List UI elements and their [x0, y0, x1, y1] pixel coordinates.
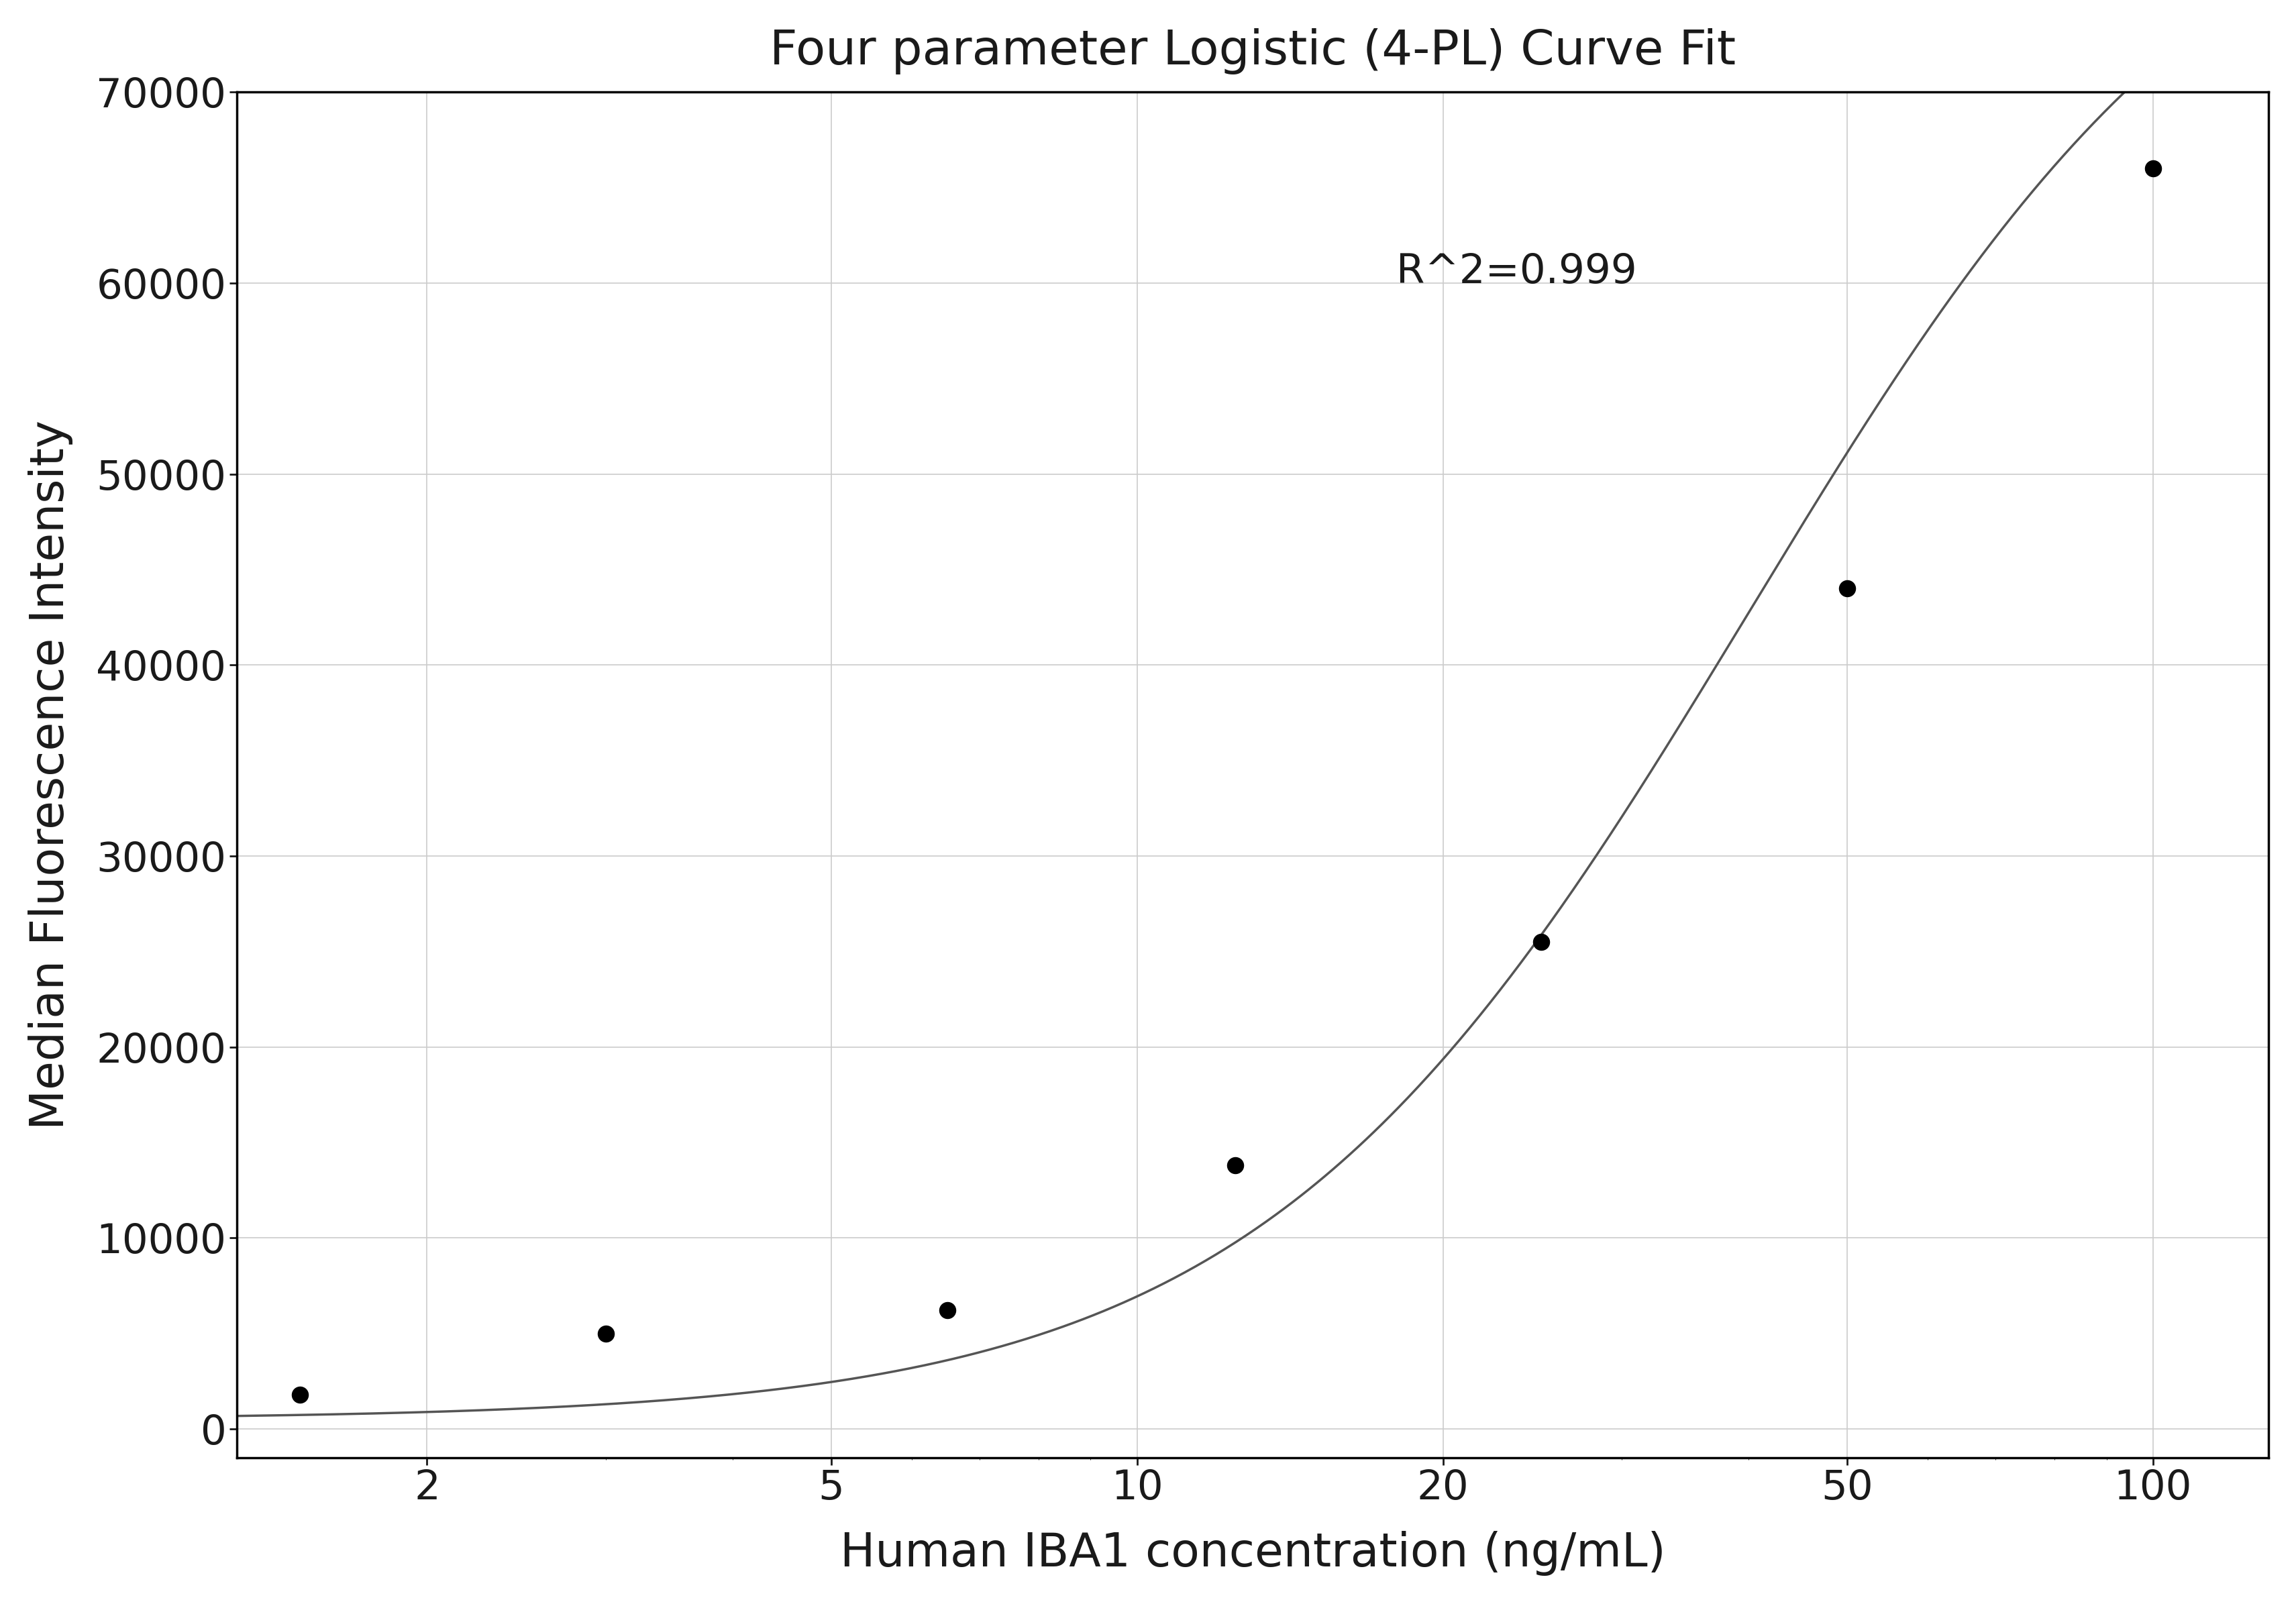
Point — [588, 1320, 625, 1346]
Point — [2133, 156, 2170, 181]
Y-axis label: Median Fluorescence Intensity: Median Fluorescence Intensity — [28, 420, 73, 1129]
Point — [282, 1381, 319, 1407]
Text: R^2=0.999: R^2=0.999 — [1396, 252, 1637, 292]
Point — [1522, 929, 1559, 954]
Point — [928, 1298, 964, 1323]
Point — [1828, 576, 1864, 602]
X-axis label: Human IBA1 concentration (ng/mL): Human IBA1 concentration (ng/mL) — [840, 1532, 1665, 1577]
Point — [1217, 1153, 1254, 1179]
Title: Four parameter Logistic (4-PL) Curve Fit: Four parameter Logistic (4-PL) Curve Fit — [769, 27, 1736, 74]
